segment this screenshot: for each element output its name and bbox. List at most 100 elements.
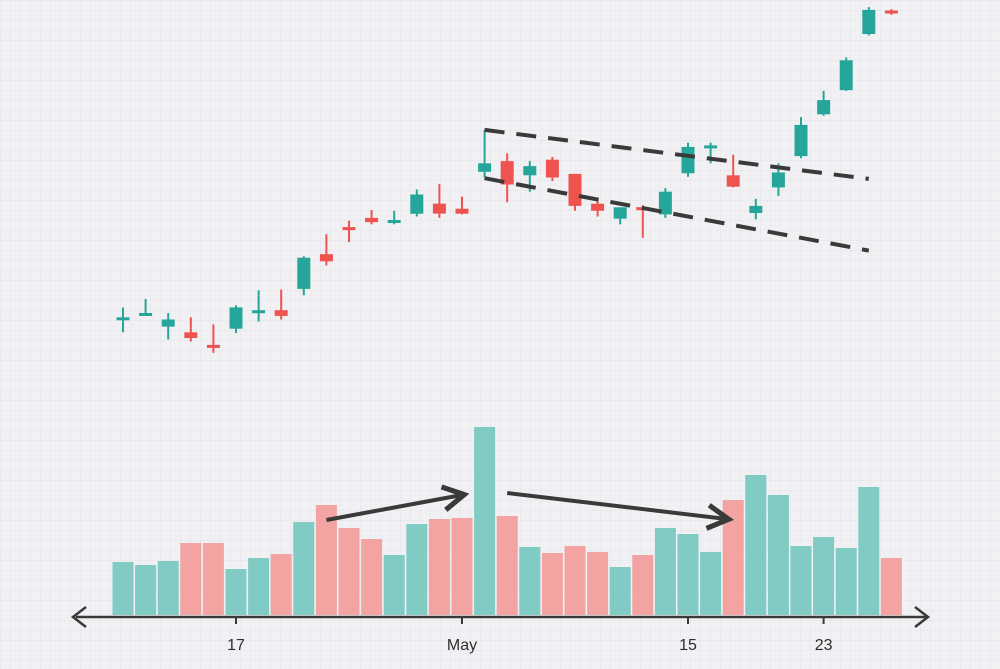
candle	[116, 307, 130, 333]
candle	[455, 196, 469, 215]
candle-body	[884, 10, 898, 14]
volume-bar	[383, 555, 405, 615]
volume-bar	[180, 543, 202, 615]
volume-bar	[609, 567, 631, 615]
candle-body	[771, 172, 785, 188]
candle-body	[591, 203, 605, 211]
candle-body	[500, 161, 514, 185]
candle	[817, 90, 831, 116]
candle-body	[568, 173, 582, 206]
candle	[681, 142, 695, 177]
x-tick-label: 23	[815, 637, 833, 654]
volume-arrow	[506, 491, 726, 519]
candle	[613, 207, 627, 225]
volume-bar	[428, 519, 450, 615]
candle-body	[794, 124, 808, 157]
volume-bar	[858, 487, 880, 615]
candle-body	[161, 319, 175, 327]
x-tick-label: 15	[679, 637, 697, 654]
candle	[658, 188, 672, 218]
candle-body	[252, 310, 266, 314]
candle	[591, 200, 605, 217]
candle	[297, 256, 311, 296]
channel-trendline	[484, 176, 870, 253]
candle	[749, 198, 763, 220]
volume-bar	[157, 561, 179, 615]
candle-body	[206, 344, 220, 348]
volume-bar	[338, 528, 360, 615]
candle	[365, 210, 379, 225]
candle	[342, 220, 356, 243]
candle	[726, 154, 740, 188]
volume-bar	[135, 565, 157, 615]
channel-trendline	[484, 127, 870, 181]
volume-bar	[767, 495, 789, 615]
volume-bar	[564, 546, 586, 615]
candle-body	[410, 194, 424, 214]
candle-body	[342, 227, 356, 231]
volume-bar	[270, 554, 292, 615]
candle-body	[116, 317, 130, 321]
candle-body	[613, 207, 627, 219]
candle-body	[455, 208, 469, 214]
candle	[432, 183, 446, 218]
x-tick-label: May	[447, 637, 477, 654]
volume-bar	[112, 562, 134, 615]
volume-bar	[451, 518, 473, 615]
candle-body	[139, 313, 153, 316]
candle-body	[523, 166, 537, 176]
candle	[229, 305, 243, 333]
x-axis: 17 May 15 23	[70, 606, 931, 654]
volume-bar	[202, 543, 224, 615]
volume-bar	[677, 534, 699, 615]
x-axis-left-arrow	[70, 606, 87, 628]
candle-body	[274, 310, 288, 316]
candle	[862, 7, 876, 36]
volume-bar	[654, 528, 676, 615]
candlesticks	[116, 7, 898, 353]
candle-body	[365, 217, 379, 223]
x-axis-right-arrow	[914, 606, 931, 628]
candle	[545, 156, 559, 181]
volume-bar	[496, 516, 518, 615]
candle	[794, 117, 808, 159]
candle	[274, 289, 288, 320]
candle-body	[839, 60, 853, 91]
volume-bar	[406, 524, 428, 615]
volume-bar	[474, 427, 496, 615]
annotations	[326, 127, 870, 522]
volume-bar	[745, 475, 767, 615]
candle-body	[478, 163, 492, 172]
candle	[568, 173, 582, 211]
candle-body	[681, 146, 695, 174]
candle-body	[704, 145, 718, 149]
volume-bar	[361, 539, 383, 615]
candle-body	[229, 307, 243, 329]
volume-bar	[315, 505, 337, 615]
candle-body	[432, 203, 446, 214]
candle	[206, 324, 220, 353]
candle	[252, 290, 266, 322]
volume-bar	[248, 558, 270, 615]
candle-body	[184, 332, 198, 338]
volume-bar	[632, 555, 654, 615]
candle-body	[749, 205, 763, 213]
volume-arrow	[326, 495, 462, 522]
x-tick-label: 17	[227, 637, 245, 654]
volume-bars	[112, 427, 902, 615]
candle	[319, 234, 333, 266]
candle	[184, 317, 198, 342]
candle	[500, 153, 514, 203]
candle-body	[658, 191, 672, 215]
candle-body	[817, 100, 831, 115]
candle	[161, 313, 175, 340]
volume-bar	[541, 553, 563, 615]
candle	[139, 298, 153, 316]
volume-bar	[835, 548, 857, 615]
candle	[387, 210, 401, 225]
candle-body	[862, 9, 876, 34]
volume-bar	[813, 537, 835, 615]
candle	[884, 9, 898, 15]
volume-bar	[587, 552, 609, 615]
